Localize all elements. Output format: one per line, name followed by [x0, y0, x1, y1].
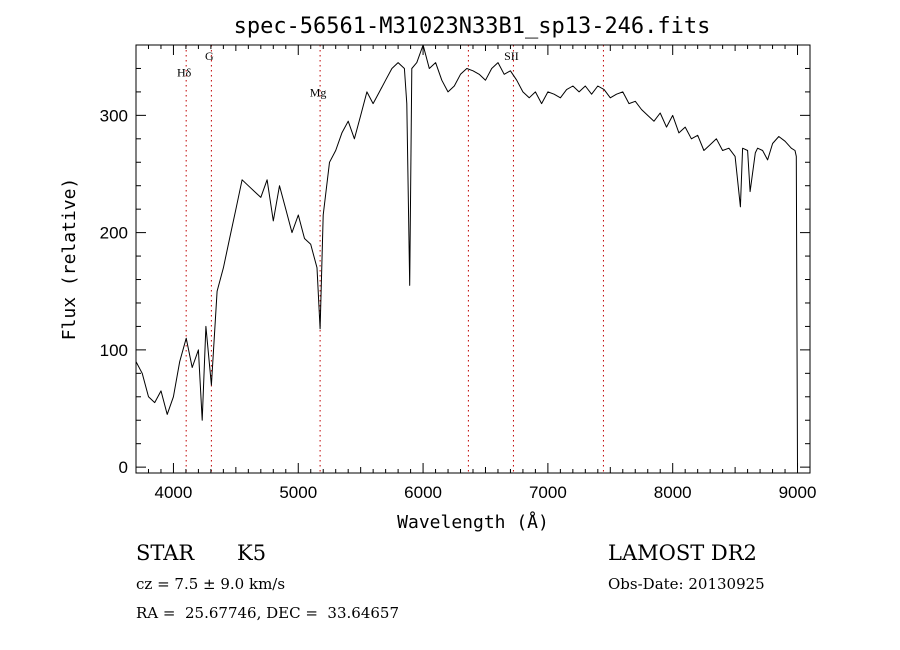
marker-label-4: SII	[504, 49, 519, 63]
marker-label-2: Mg	[310, 86, 327, 100]
y-tick-label: 200	[100, 224, 128, 243]
x-tick-label: 8000	[654, 483, 692, 502]
y-axis: 0 100 200 300	[100, 67, 810, 477]
ra-dec-coordinates: RA = 25.67746, DEC = 33.64657	[136, 604, 400, 622]
x-tick-label: 9000	[779, 483, 817, 502]
object-subclass: K5	[237, 541, 267, 565]
y-tick-label: 100	[100, 341, 128, 360]
y-tick-label: 300	[100, 106, 128, 125]
survey-name: LAMOST DR2	[608, 541, 757, 565]
x-axis-label: Wavelength (Å)	[397, 511, 549, 533]
spectrum-line-0	[135, 44, 798, 468]
marker-label-0: Hδ	[177, 66, 192, 80]
x-axis: 4000 5000 6000 7000 8000 9000	[135, 45, 817, 502]
x-tick-label: 7000	[529, 483, 567, 502]
x-tick-label: 4000	[155, 483, 193, 502]
y-axis-label: Flux (relative)	[59, 178, 80, 341]
spectral-line-markers: Hδ G Mg SII	[177, 45, 604, 473]
spectrum-series	[135, 44, 798, 468]
redshift-cz: cz = 7.5 ± 9.0 km/s	[136, 575, 286, 593]
object-class: STAR	[136, 541, 195, 565]
y-tick-label: 0	[119, 458, 128, 477]
marker-label-1: G	[205, 49, 214, 63]
x-tick-label: 5000	[279, 483, 317, 502]
chart-title: spec-56561-M31023N33B1_sp13-246.fits	[234, 14, 711, 39]
observation-date: Obs-Date: 20130925	[608, 575, 765, 593]
x-tick-label: 6000	[404, 483, 442, 502]
plot-frame	[135, 44, 811, 474]
